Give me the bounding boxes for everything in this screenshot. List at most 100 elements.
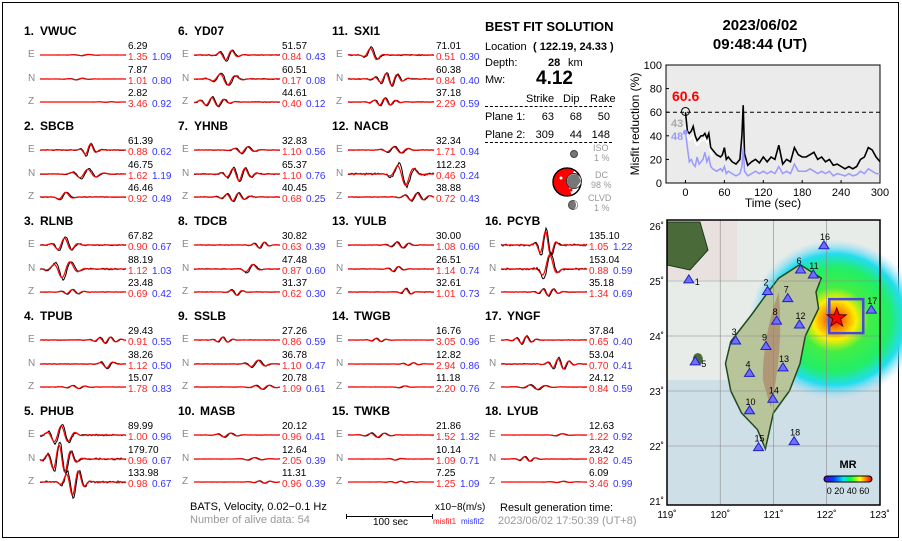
peak-amplitude: 12.63: [589, 421, 615, 432]
plane2-rake: 148: [591, 129, 610, 141]
peak-amplitude: 32.61: [436, 278, 462, 289]
misfit1-value: 1.08: [436, 242, 456, 253]
y-tick-label: 60: [650, 107, 662, 119]
waveform-trace: [500, 288, 587, 298]
component-label: Z: [182, 286, 189, 297]
misfit2-value: 0.76: [306, 170, 326, 182]
misfit1-value: 0.68: [282, 194, 302, 205]
misfit1-value: 1.52: [436, 432, 456, 443]
station-number: 12.: [332, 119, 349, 133]
misfit1-value: 1.10: [282, 170, 302, 182]
station-id-label: 4: [745, 359, 750, 369]
synthetic-waveform: [194, 50, 280, 61]
misfit2-value: 0.42: [152, 289, 172, 300]
misfit1-value: 1.25: [436, 479, 456, 490]
component-label: N: [28, 357, 36, 369]
station-triangle-icon: [682, 273, 695, 284]
misfit1-value: 1.01: [128, 75, 148, 87]
misfit1-value: 1.10: [282, 147, 302, 158]
peak-amplitude: 112.23: [436, 159, 466, 171]
peak-amplitude: 7.25: [436, 468, 456, 479]
y-tick-label: 80: [650, 84, 662, 96]
plane2-label: Plane 2:: [485, 129, 526, 141]
misfit2-value: 0.25: [306, 194, 326, 205]
station-name: YHNB: [194, 119, 229, 133]
component-label: E: [182, 334, 189, 345]
station-triangle-icon: [729, 335, 742, 345]
synthetic-waveform: [348, 241, 434, 249]
component-label: E: [28, 144, 35, 155]
misfit1-value: 1.12: [128, 265, 148, 277]
station-name: YULB: [354, 214, 387, 228]
event-time: 09:48:44 (UT): [712, 36, 808, 53]
misfit1-value: 3.05: [436, 337, 456, 348]
waveform-trace: [39, 469, 127, 500]
plane2-strike: 309: [535, 129, 554, 141]
y-tick-label: 0: [656, 178, 662, 190]
peak-amplitude: 16.76: [436, 326, 462, 337]
component-label: E: [28, 334, 35, 345]
misfit2-value: 0.74: [460, 265, 480, 277]
synthetic-waveform: [348, 361, 434, 366]
station-triangle-icon: [781, 292, 794, 303]
misfit2-value: 0.76: [460, 384, 480, 395]
synthetic-waveform: [193, 96, 280, 107]
synthetic-waveform: [40, 288, 126, 295]
station-id-label: 18: [790, 428, 800, 438]
component-label: E: [28, 239, 35, 250]
waveform-trace: [39, 167, 127, 179]
synthetic-waveform: [348, 457, 434, 461]
station-id-label: 6: [797, 256, 802, 266]
synthetic-waveform: [40, 191, 126, 200]
misfit1-value: 0.88: [128, 147, 148, 158]
station-name: TDCB: [194, 214, 228, 228]
station-triangle-icon: [760, 340, 772, 350]
misfit2-value: 0.96: [152, 432, 172, 443]
x-tick-label: 180: [793, 187, 811, 199]
longitude-label: 120˚: [710, 509, 730, 521]
synthetic-waveform: [194, 359, 280, 367]
station-id-label: 12: [795, 311, 805, 321]
station-name: SBCB: [40, 119, 75, 133]
waveform-trace: [40, 288, 127, 295]
peak-amplitude: 23.48: [128, 278, 154, 289]
misfit2-value: 1.32: [460, 432, 480, 443]
x-axis-label: Time (sec): [745, 196, 801, 210]
peak-amplitude: 37.84: [589, 326, 615, 337]
y-tick-label: 20: [650, 154, 662, 166]
station-name: PCYB: [507, 214, 541, 228]
waveform-trace: [347, 46, 435, 61]
station-id-label: 15: [755, 434, 765, 444]
epicenter-star-icon: [825, 306, 848, 328]
synthetic-waveform: [194, 146, 280, 154]
peak-amplitude: 12.64: [282, 444, 308, 456]
component-label: N: [28, 452, 36, 464]
misfit1-value: 0.65: [589, 337, 609, 348]
peak-amplitude: 47.48: [282, 254, 308, 266]
misfit2-value: 0.59: [613, 384, 633, 395]
misfit2-value: 0.41: [613, 360, 633, 372]
misfit1-value: 3.46: [128, 99, 148, 110]
dc-label: DC: [595, 170, 608, 180]
y-tick-label: 40: [650, 131, 662, 143]
longitude-label: 123˚: [870, 509, 890, 521]
synthetic-waveform: [194, 167, 280, 181]
misfit1-value: 0.82: [589, 455, 609, 467]
station-number: 17.: [485, 309, 502, 323]
station-triangle-icon: [752, 441, 765, 452]
mw-label: Mw:: [485, 74, 506, 86]
table-divider: [485, 142, 612, 143]
peak-amplitude: 179.70: [128, 444, 159, 456]
component-label: Z: [182, 476, 189, 487]
station-number: 5.: [24, 404, 35, 418]
station-id-label: 7: [784, 285, 789, 295]
synthetic-waveform: [501, 231, 587, 256]
synthetic-waveform: [501, 384, 587, 391]
misfit2-value: 0.08: [306, 75, 326, 87]
component-label: E: [336, 144, 343, 155]
misfit1-value: 0.87: [282, 265, 302, 277]
component-label: Z: [336, 191, 343, 202]
waveform-trace: [193, 456, 280, 461]
latitude-label: 25˚: [650, 276, 664, 288]
